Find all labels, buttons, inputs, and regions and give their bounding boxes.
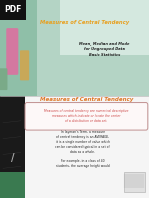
Text: Measures of Central Tendency: Measures of Central Tendency <box>40 20 129 25</box>
Bar <box>0 0 149 96</box>
Bar <box>60 0 149 55</box>
FancyBboxPatch shape <box>20 50 29 80</box>
FancyBboxPatch shape <box>25 103 148 130</box>
Text: /: / <box>11 153 14 163</box>
Bar <box>0 172 25 198</box>
FancyBboxPatch shape <box>0 68 7 90</box>
Bar <box>37 0 149 96</box>
Bar <box>0 96 149 198</box>
Text: In layman’s Term, a measure
of central tendency is an AVERAGE,
it is a single nu: In layman’s Term, a measure of central t… <box>55 130 110 154</box>
Text: Measures of Central Tendency: Measures of Central Tendency <box>41 97 134 102</box>
Text: For example, in a class of 40
students, the average height would: For example, in a class of 40 students, … <box>56 159 110 168</box>
Text: Measures of central tendency are numerical descriptive
measures which indicate o: Measures of central tendency are numeric… <box>44 109 129 123</box>
Text: PDF: PDF <box>4 5 22 14</box>
Text: Mean, Median and Mode
for Ungrouped Data
Basic Statistics: Mean, Median and Mode for Ungrouped Data… <box>79 42 129 57</box>
FancyBboxPatch shape <box>6 28 18 75</box>
Bar <box>124 172 145 192</box>
Bar <box>0 0 26 20</box>
Bar <box>0 96 25 198</box>
